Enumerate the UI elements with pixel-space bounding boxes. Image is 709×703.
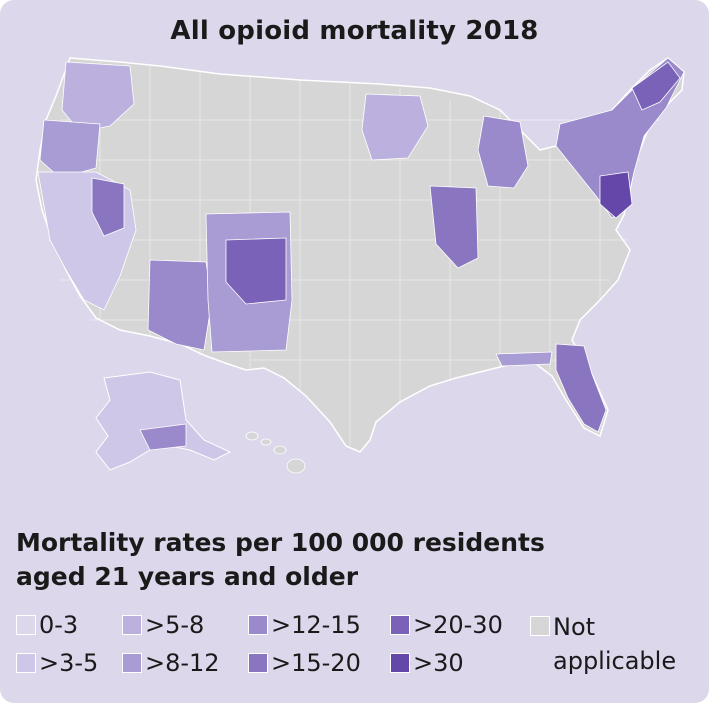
- legend-label-30: >30: [413, 649, 464, 677]
- great-lakes-region: [429, 115, 529, 269]
- legend-swatch-3-5: [16, 653, 36, 673]
- legend-item-0-3: 0-3: [16, 610, 78, 640]
- legend-swatch-20-30: [390, 615, 410, 635]
- legend-item-20-30: >20-30: [390, 610, 503, 640]
- legend-label-20-30: >20-30: [413, 611, 503, 639]
- legend-swatch-30: [390, 653, 410, 673]
- legend-label-5-8: >5-8: [145, 611, 205, 639]
- legend-item-not-applicable: Not applicable: [530, 610, 703, 682]
- legend-item-5-8: >5-8: [122, 610, 204, 640]
- southwest-region: [147, 211, 293, 353]
- legend-item-8-12: >8-12: [122, 648, 220, 678]
- upper-midwest-region: [361, 93, 429, 161]
- northeast-region: [555, 57, 685, 219]
- legend-swatch-not-applicable: [530, 616, 550, 636]
- legend-item-12-15: >12-15: [248, 610, 361, 640]
- legend-label-3-5: >3-5: [39, 649, 99, 677]
- legend-title-line2: aged 21 years and older: [16, 562, 359, 591]
- alaska: [95, 371, 232, 471]
- legend-label-not-applicable-line2: applicable: [553, 647, 677, 675]
- legend-swatch-12-15: [248, 615, 268, 635]
- legend-label-12-15: >12-15: [271, 611, 361, 639]
- legend-label-not-applicable-line1: Not: [553, 613, 596, 641]
- legend-label-8-12: >8-12: [145, 649, 220, 677]
- legend-title: Mortality rates per 100 000 residents ag…: [16, 526, 545, 594]
- legend-item-15-20: >15-20: [248, 648, 361, 678]
- california-nevada-region: [37, 171, 137, 311]
- legend-swatch-0-3: [16, 615, 36, 635]
- legend-swatch-5-8: [122, 615, 142, 635]
- legend-item-30: >30: [390, 648, 464, 678]
- legend-label-0-3: 0-3: [39, 611, 79, 639]
- legend-title-line1: Mortality rates per 100 000 residents: [16, 528, 545, 557]
- map-title: All opioid mortality 2018: [170, 16, 539, 46]
- hawaii: [245, 431, 306, 474]
- us-county-map: [35, 57, 685, 474]
- legend-label-15-20: >15-20: [271, 649, 361, 677]
- northwest-region: [39, 61, 135, 179]
- legend-swatch-15-20: [248, 653, 268, 673]
- legend-label-not-applicable: Not applicable: [553, 610, 703, 678]
- legend-item-3-5: >3-5: [16, 648, 98, 678]
- florida-region: [495, 343, 607, 433]
- legend-swatch-8-12: [122, 653, 142, 673]
